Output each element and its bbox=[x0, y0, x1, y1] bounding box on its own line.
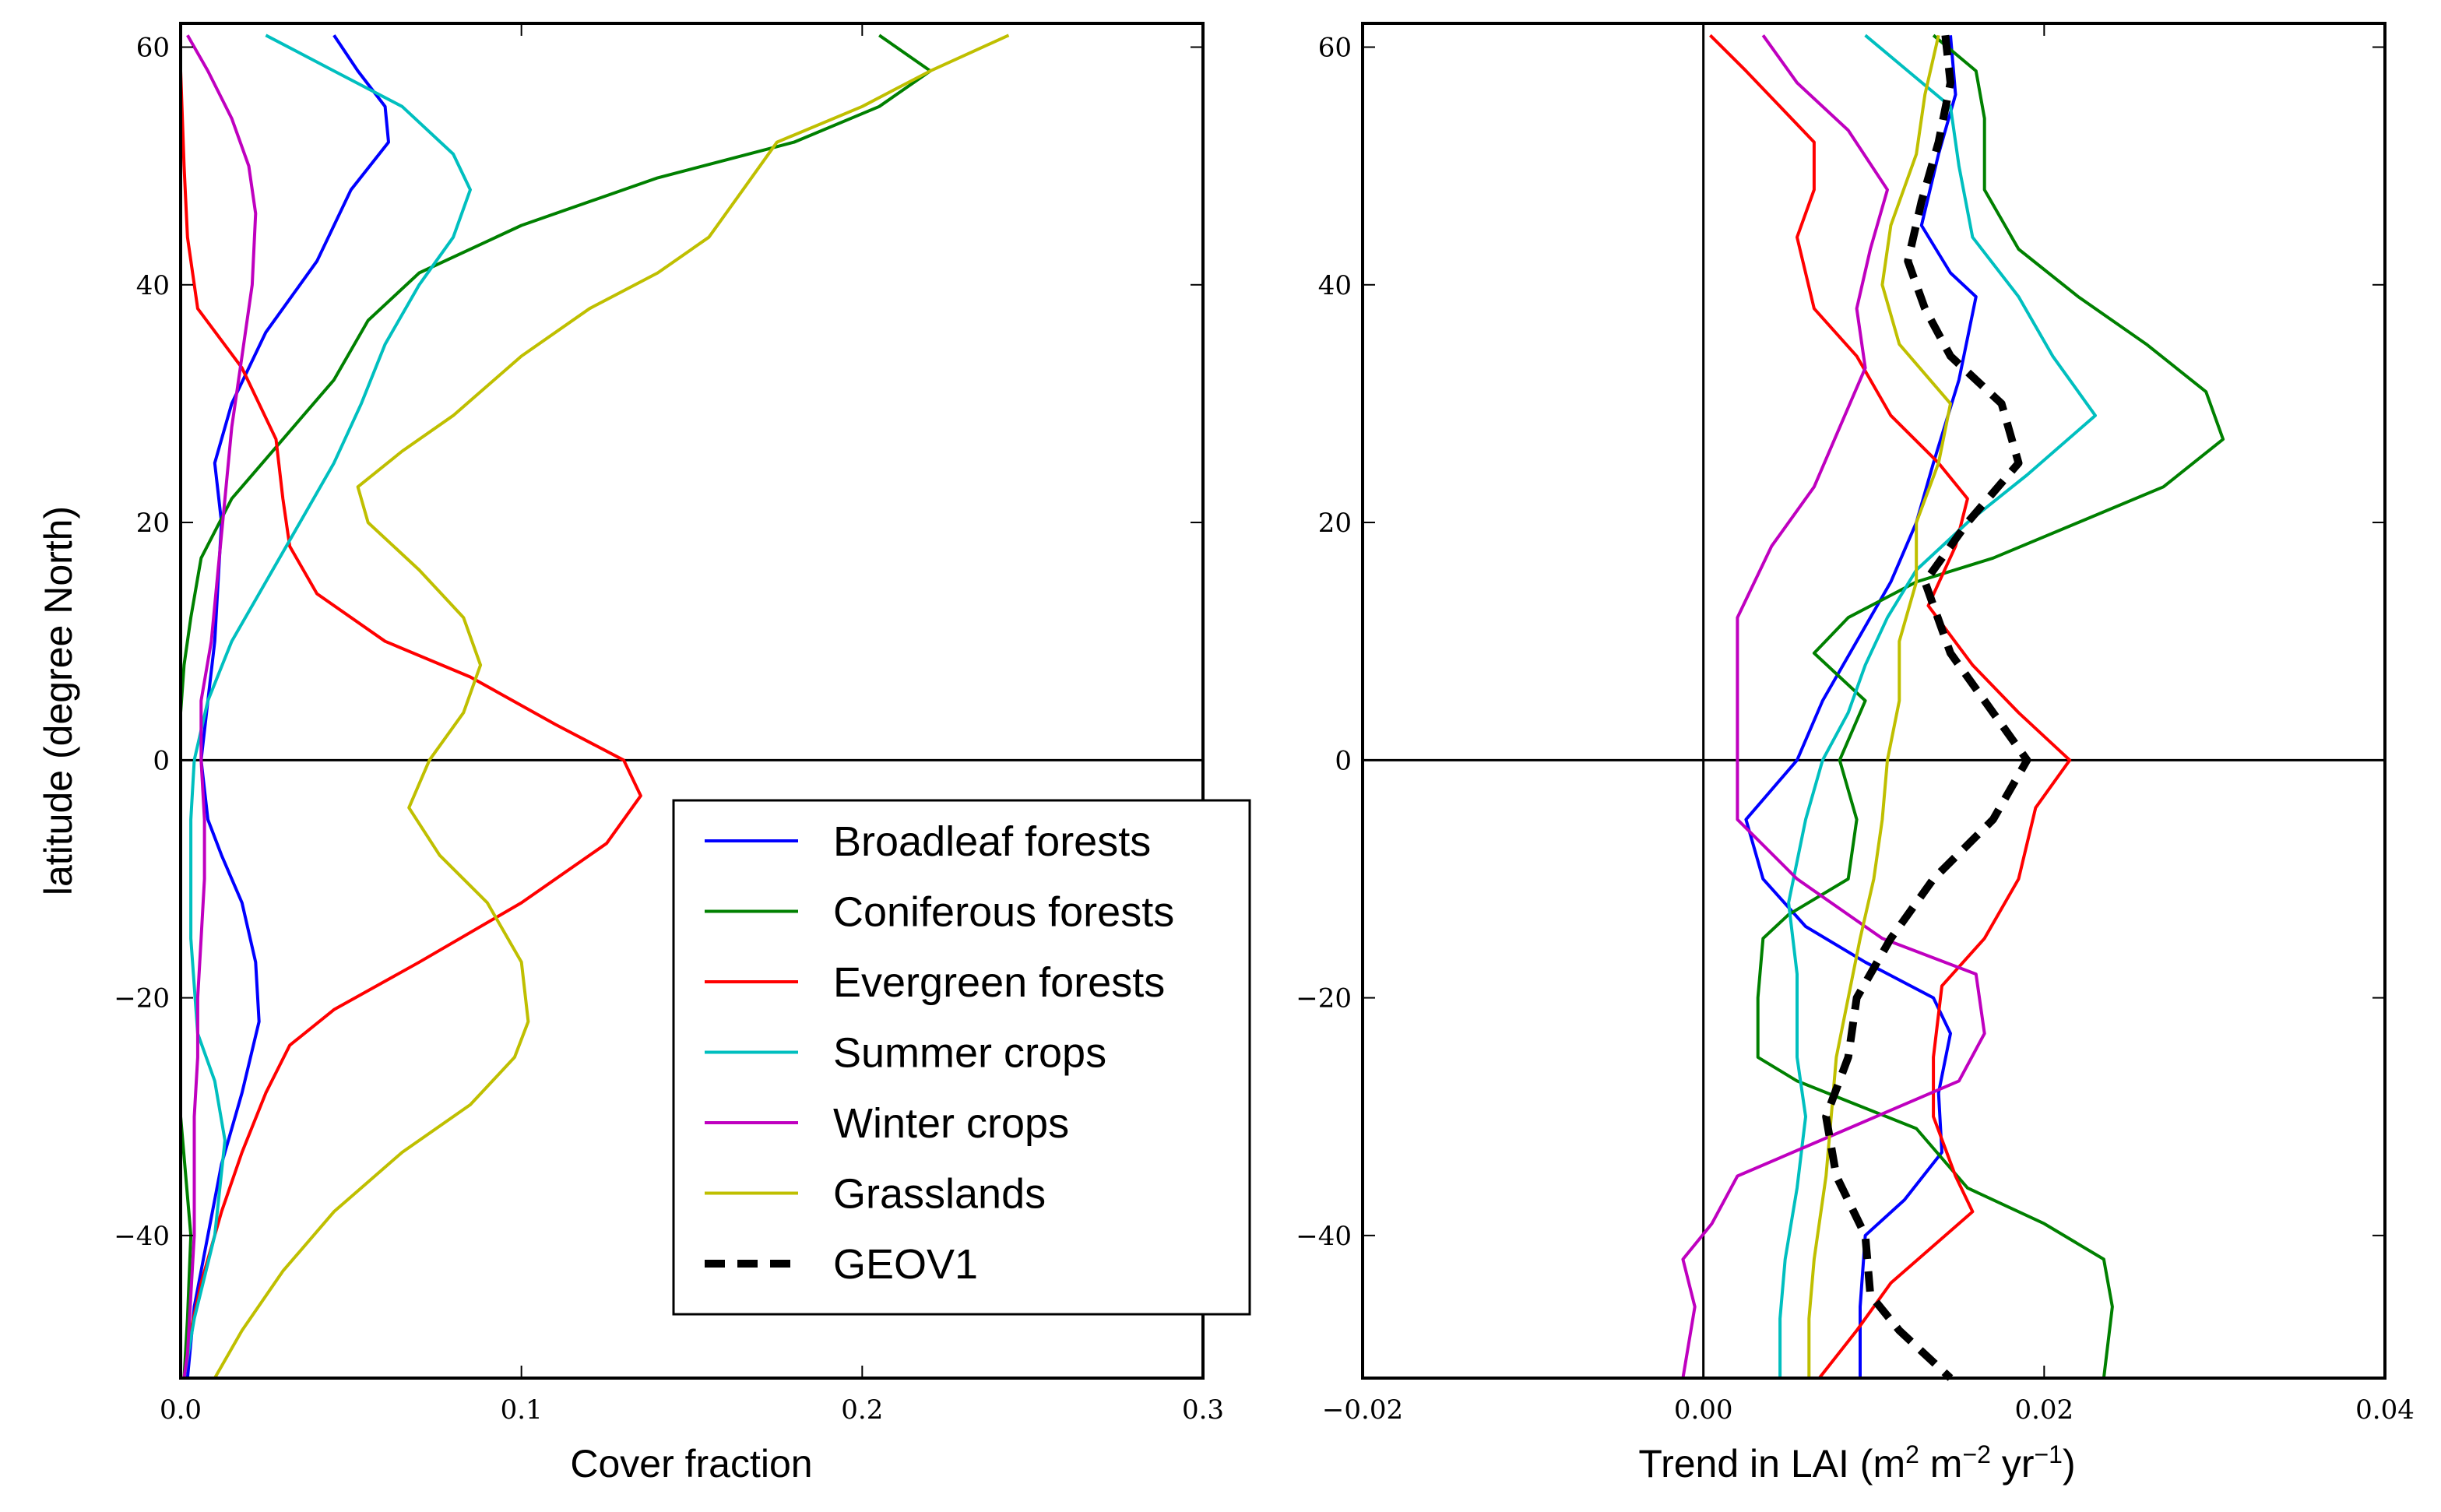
right-plot-frame bbox=[1361, 22, 2386, 1380]
x-label-mid-1: m bbox=[1919, 1442, 1963, 1486]
right-y-tick-label: 60 bbox=[1318, 33, 1352, 64]
legend-label-winter-crops: Winter crops bbox=[833, 1100, 1069, 1147]
left-y-tick-label: −20 bbox=[114, 983, 170, 1014]
right-x-tick-label: −0.02 bbox=[1322, 1394, 1403, 1426]
left-y-axis-label: latitude (degree North) bbox=[37, 506, 80, 895]
right-series-lines bbox=[1681, 33, 2225, 1381]
left-plot-frame bbox=[179, 22, 1205, 1380]
legend-entries: Broadleaf forests Coniferous forests Everg… bbox=[705, 818, 1174, 1288]
left-x-tick-label: 0.3 bbox=[1182, 1394, 1224, 1426]
x-label-post: ) bbox=[2063, 1442, 2076, 1486]
right-y-tick-label: 0 bbox=[1335, 745, 1352, 776]
x-label-sup-1: 2 bbox=[1905, 1440, 1919, 1468]
right-reference-lines bbox=[1363, 23, 2385, 1378]
left-x-tick-label: 0.2 bbox=[841, 1394, 883, 1426]
right-y-tick-label: −40 bbox=[1296, 1221, 1352, 1252]
left-series-lines bbox=[179, 33, 1010, 1379]
right-series-evergreen-forests bbox=[1708, 33, 2072, 1380]
right-y-tick-label: −20 bbox=[1296, 983, 1352, 1014]
left-ticks: 0.0 0.1 0.2 0.3 −40 −20 0 20 40 60 bbox=[114, 23, 1224, 1426]
right-series-broadleaf-forests bbox=[1744, 35, 1978, 1378]
left-series-broadleaf-forests bbox=[185, 34, 390, 1379]
right-x-axis-label: Trend in LAI (m2 m−2 yr−1) bbox=[1638, 1440, 2075, 1486]
left-panel: 0.0 0.1 0.2 0.3 −40 −20 0 20 40 60 Cover fraction… bbox=[37, 22, 1224, 1486]
x-label-sup-2: −2 bbox=[1962, 1440, 1990, 1468]
left-series-grasslands bbox=[213, 33, 1010, 1379]
x-label-sup-3: −1 bbox=[2034, 1440, 2062, 1468]
right-x-tick-label: 0.00 bbox=[1674, 1394, 1733, 1426]
left-y-tick-label: 40 bbox=[136, 270, 170, 301]
legend-label-summer-crops: Summer crops bbox=[833, 1030, 1106, 1077]
left-y-tick-label: 20 bbox=[136, 508, 170, 539]
right-panel: −0.02 0.00 0.02 0.04 −40 −20 0 20 40 60 Trend in … bbox=[1296, 22, 2415, 1486]
legend-label-geov1: GEOV1 bbox=[833, 1241, 978, 1288]
right-x-tick-label: 0.02 bbox=[2014, 1394, 2073, 1426]
left-x-tick-label: 0.1 bbox=[501, 1394, 543, 1426]
left-series-evergreen-forests bbox=[179, 71, 642, 1379]
left-series-winter-crops bbox=[182, 34, 258, 1379]
right-series-coniferous-forests bbox=[1756, 33, 2225, 1379]
left-y-tick-label: 60 bbox=[136, 33, 170, 64]
legend-label-broadleaf-forests: Broadleaf forests bbox=[833, 818, 1151, 865]
right-y-tick-label: 20 bbox=[1318, 508, 1352, 539]
right-series-geov1 bbox=[1822, 34, 2031, 1381]
right-series-grasslands bbox=[1807, 34, 1952, 1378]
x-label-mid-2: yr bbox=[1991, 1442, 2035, 1486]
legend-label-evergreen-forests: Evergreen forests bbox=[833, 959, 1165, 1006]
legend-box bbox=[672, 799, 1251, 1316]
right-x-tick-label: 0.04 bbox=[2355, 1394, 2415, 1426]
left-series-summer-crops bbox=[182, 33, 472, 1379]
right-y-tick-label: 40 bbox=[1318, 270, 1352, 301]
legend: Broadleaf forests Coniferous forests Everg… bbox=[672, 799, 1251, 1316]
left-y-tick-label: 0 bbox=[153, 745, 170, 776]
left-x-axis-label: Cover fraction bbox=[570, 1442, 812, 1486]
x-label-pre: Trend in LAI (m bbox=[1638, 1442, 1905, 1486]
legend-label-coniferous-forests: Coniferous forests bbox=[833, 889, 1174, 936]
right-ticks: −0.02 0.00 0.02 0.04 −40 −20 0 20 40 60 bbox=[1296, 23, 2415, 1426]
right-series-winter-crops bbox=[1681, 34, 1986, 1379]
left-y-tick-label: −40 bbox=[114, 1221, 170, 1252]
left-x-tick-label: 0.0 bbox=[160, 1394, 202, 1426]
right-series-summer-crops bbox=[1778, 33, 2097, 1378]
legend-label-grasslands: Grasslands bbox=[833, 1171, 1046, 1218]
